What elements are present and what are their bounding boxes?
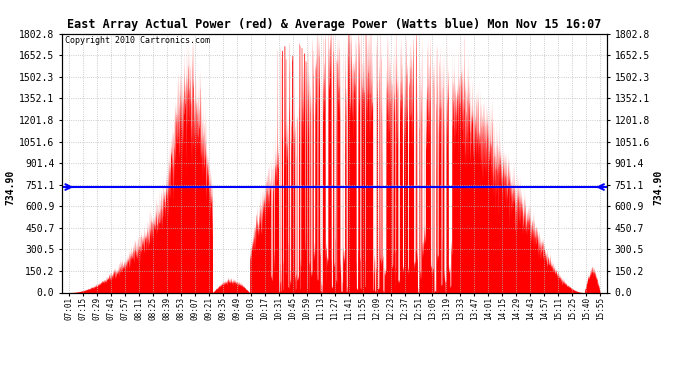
Title: East Array Actual Power (red) & Average Power (Watts blue) Mon Nov 15 16:07: East Array Actual Power (red) & Average … [68, 18, 602, 31]
Text: Copyright 2010 Cartronics.com: Copyright 2010 Cartronics.com [65, 36, 210, 45]
Text: 734.90: 734.90 [6, 170, 16, 205]
Text: 734.90: 734.90 [653, 170, 664, 205]
